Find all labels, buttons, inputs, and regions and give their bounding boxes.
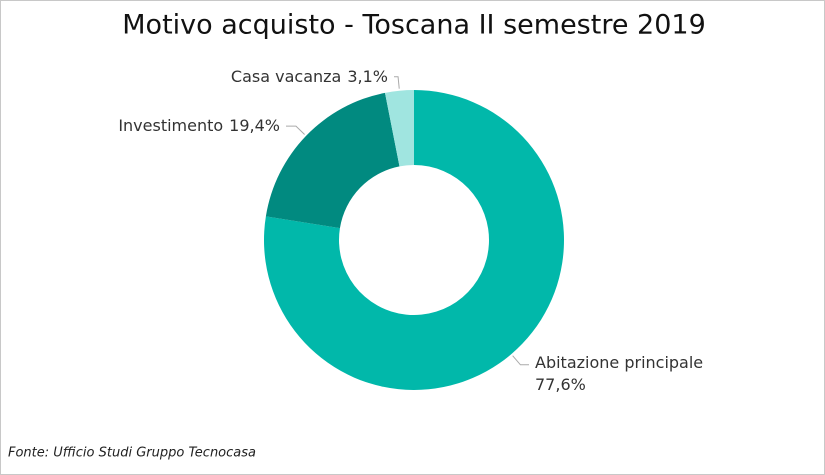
donut-slice (265, 92, 400, 229)
donut-slice (384, 90, 414, 167)
leader-line (394, 76, 400, 89)
category-label: Abitazione principale (535, 352, 703, 371)
value-label: 3,1% (347, 66, 388, 85)
value-label: 19,4% (229, 116, 280, 135)
source-note: Fonte: Ufficio Studi Gruppo Tecnocasa (8, 446, 256, 461)
leader-line (286, 125, 305, 135)
value-label: 77,6% (535, 374, 586, 393)
data-label: Casa vacanza 3,1% (231, 66, 388, 85)
category-label: Investimento (118, 116, 223, 135)
donut-slice (264, 90, 565, 391)
category-label: Casa vacanza (231, 66, 341, 85)
leader-line (512, 355, 529, 366)
data-label: Abitazione principale 77,6% (535, 352, 703, 393)
chart-title: Motivo acquisto - Toscana II semestre 20… (122, 10, 706, 41)
data-label: Investimento 19,4% (118, 116, 280, 135)
